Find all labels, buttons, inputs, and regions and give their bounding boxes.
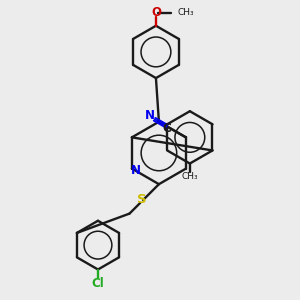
Text: N: N: [145, 109, 155, 122]
Text: CH₃: CH₃: [178, 8, 194, 17]
Text: S: S: [137, 194, 146, 206]
Text: C: C: [163, 122, 171, 135]
Text: O: O: [151, 7, 161, 20]
Text: Cl: Cl: [92, 277, 104, 290]
Text: CH₃: CH₃: [182, 172, 198, 181]
Text: N: N: [131, 164, 141, 178]
